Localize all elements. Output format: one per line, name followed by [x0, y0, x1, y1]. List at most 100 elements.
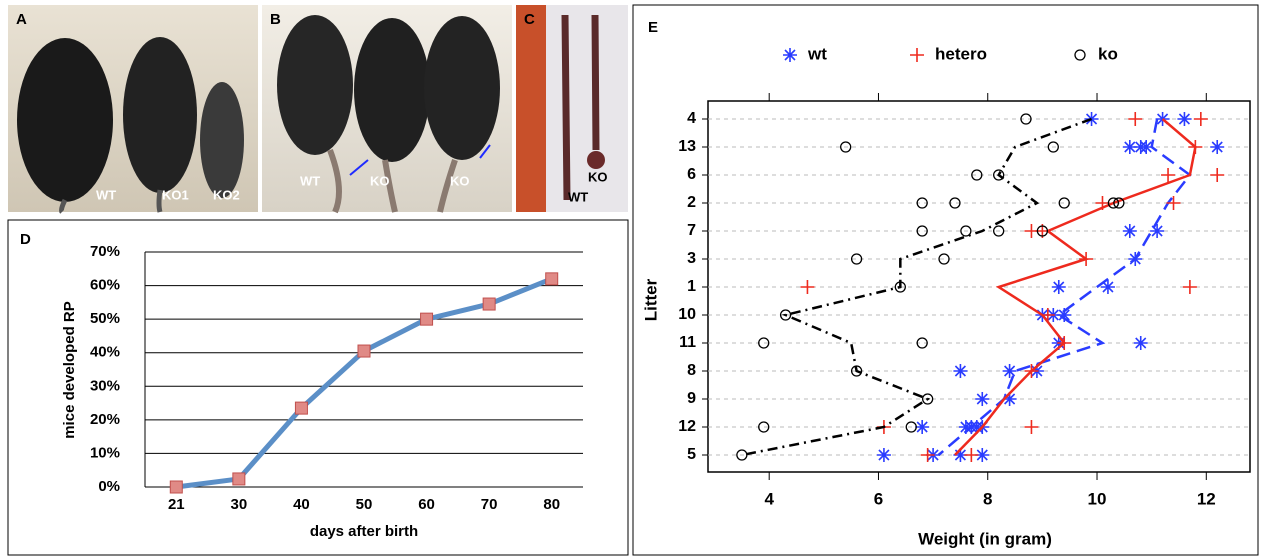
data-point [1161, 168, 1176, 182]
data-point [916, 197, 928, 209]
data-marker [545, 272, 559, 286]
data-point [736, 449, 748, 461]
data-point [1133, 336, 1148, 350]
data-point [975, 392, 990, 406]
photo-caption: WT [300, 173, 320, 188]
data-point [850, 365, 863, 377]
data-point [1139, 140, 1154, 154]
data-point [876, 448, 891, 462]
x-axis-label: days after birth [310, 523, 418, 540]
data-point [1100, 280, 1115, 294]
data-point [850, 253, 863, 265]
x-tick-label: 4 [764, 489, 774, 508]
data-point [1128, 112, 1143, 126]
data-point [840, 141, 852, 153]
data-point [1113, 197, 1125, 209]
photo-caption: WT [96, 187, 116, 202]
photo-caption: KO [450, 173, 470, 188]
x-tick-label: 10 [1088, 489, 1107, 508]
data-point [894, 281, 906, 293]
y-tick-label: 9 [687, 390, 696, 407]
x-tick-label: 12 [1197, 489, 1216, 508]
y-tick-label: 10 [678, 306, 696, 323]
data-point [779, 309, 792, 321]
y-tick-label: 11 [679, 334, 696, 351]
y-tick-label: 20% [90, 411, 120, 428]
panel-label: C [524, 11, 535, 28]
panel-label: B [270, 11, 281, 28]
mean-line [741, 117, 1092, 457]
y-tick-label: 13 [678, 138, 696, 155]
data-marker [357, 344, 371, 358]
y-tick-label: 4 [687, 110, 696, 127]
data-point [938, 253, 950, 265]
data-point [1057, 308, 1072, 322]
legend-marker [910, 48, 924, 62]
data-point [1210, 168, 1225, 182]
data-point [1107, 197, 1120, 209]
data-point [1024, 420, 1039, 434]
data-point [758, 337, 770, 349]
data-point [1155, 112, 1170, 126]
data-point [920, 448, 935, 462]
y-axis-label: mice developed RP [61, 301, 78, 439]
y-tick-label: 10% [90, 444, 120, 461]
y-tick-label: 12 [678, 418, 696, 435]
y-tick-label: 8 [687, 362, 696, 379]
data-point [1122, 224, 1137, 238]
data-point [960, 225, 972, 237]
y-tick-label: 5 [687, 446, 696, 463]
data-point [1057, 336, 1072, 350]
data-point [1036, 225, 1049, 237]
data-point [921, 393, 934, 405]
data-point [1020, 113, 1032, 125]
data-point [1051, 280, 1066, 294]
data-point [1122, 140, 1137, 154]
photo-caption: KO2 [213, 187, 240, 202]
data-point [1210, 140, 1225, 154]
data-marker [294, 401, 308, 415]
data-point [1079, 252, 1094, 266]
photo-a [8, 5, 258, 214]
data-point [971, 169, 983, 181]
data-point [993, 225, 1005, 237]
data-point [916, 225, 928, 237]
photo-caption: WT [568, 189, 588, 204]
legend-marker [1074, 49, 1086, 61]
data-point [949, 197, 961, 209]
x-axis-label: Weight (in gram) [918, 529, 1052, 548]
panel-frame [7, 219, 629, 556]
data-point [1193, 112, 1208, 126]
data-point [964, 448, 979, 462]
data-point [1188, 140, 1203, 154]
panel-label: E [648, 19, 658, 36]
x-tick-label: 8 [983, 489, 992, 508]
data-marker [420, 312, 434, 326]
data-point [1177, 112, 1192, 126]
data-point [905, 421, 917, 433]
data-marker [232, 472, 246, 486]
data-point [1166, 196, 1181, 210]
legend-label: wt [807, 44, 827, 63]
data-point [1128, 252, 1143, 266]
data-marker [169, 480, 183, 494]
y-tick-label: 2 [687, 194, 696, 211]
data-point [993, 169, 1005, 181]
photo-b [262, 5, 512, 214]
data-point [1047, 141, 1059, 153]
x-tick-label: 60 [418, 496, 435, 513]
y-tick-label: 50% [90, 310, 120, 327]
data-point [953, 364, 968, 378]
data-point [1058, 197, 1070, 209]
x-tick-label: 50 [356, 496, 373, 513]
data-point [1150, 224, 1165, 238]
y-tick-label: 60% [90, 277, 120, 294]
y-tick-label: 30% [90, 377, 120, 394]
panel-label: A [16, 11, 27, 28]
data-marker [482, 297, 496, 311]
data-point [1024, 364, 1039, 378]
x-tick-label: 21 [168, 496, 185, 513]
panel-frame [632, 4, 1259, 556]
y-tick-label: 0% [98, 478, 120, 495]
